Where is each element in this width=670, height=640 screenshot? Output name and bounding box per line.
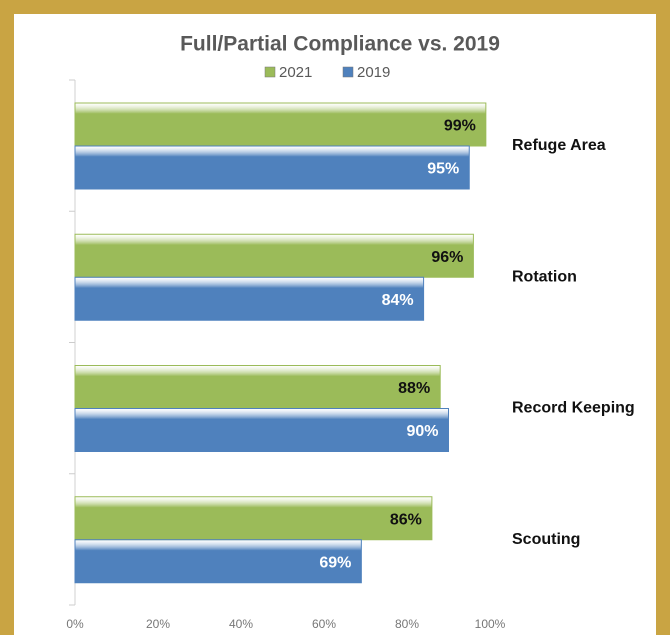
- bar: [74, 539, 362, 584]
- legend-label: 2019: [357, 64, 390, 81]
- x-tick-label: 40%: [229, 617, 253, 631]
- bar: [74, 145, 470, 190]
- category-label: Refuge Area: [512, 137, 606, 154]
- value-label: 69%: [319, 554, 351, 571]
- category-label: Record Keeping: [512, 400, 635, 417]
- category-label: Rotation: [512, 268, 577, 285]
- chart-title: Full/Partial Compliance vs. 2019: [180, 33, 500, 56]
- x-tick-label: 0%: [66, 617, 84, 631]
- category-label: Scouting: [512, 531, 580, 548]
- value-label: 84%: [382, 292, 414, 309]
- bar: [74, 496, 433, 541]
- value-label: 96%: [431, 249, 463, 266]
- bar: [74, 408, 449, 452]
- x-tick-label: 100%: [475, 617, 506, 631]
- value-label: 99%: [444, 118, 476, 135]
- value-label: 95%: [427, 161, 459, 178]
- value-label: 88%: [398, 380, 430, 397]
- legend-swatch: [342, 66, 354, 78]
- value-label: 86%: [390, 511, 422, 528]
- value-label: 90%: [406, 423, 438, 440]
- legend-swatch: [264, 66, 276, 78]
- x-tick-label: 60%: [312, 617, 336, 631]
- bar: [74, 233, 474, 278]
- x-tick-label: 20%: [146, 617, 170, 631]
- legend-label: 2021: [279, 64, 312, 81]
- bar: [74, 276, 425, 321]
- bar: [74, 365, 441, 409]
- x-tick-label: 80%: [395, 617, 419, 631]
- bar: [74, 102, 487, 147]
